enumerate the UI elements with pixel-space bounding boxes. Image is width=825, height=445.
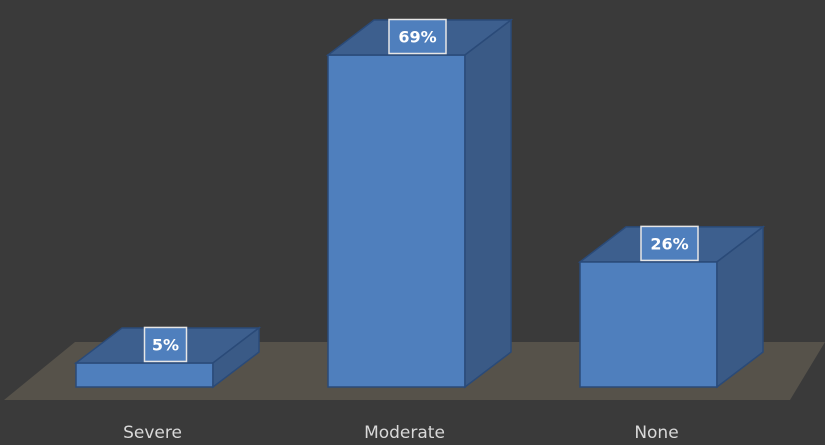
bar-front-severe [75, 362, 214, 388]
category-label-none: None [634, 423, 678, 443]
category-axis-labels: Severe Moderate None [123, 423, 679, 443]
data-label-severe: 5% [143, 326, 188, 363]
bar-side-none [716, 225, 764, 389]
data-label-text: 5% [152, 335, 179, 354]
data-label-box [143, 326, 188, 363]
bar-severe: 5% [73, 326, 262, 389]
bar-front-moderate [327, 54, 466, 388]
data-label-box [388, 18, 447, 55]
bar-series: 5% 69% 26% [73, 18, 766, 389]
category-label-moderate: Moderate [364, 423, 445, 443]
bar-front-none [579, 261, 718, 388]
data-label-none: 26% [640, 225, 699, 262]
bar-side-severe [212, 326, 260, 389]
data-label-moderate: 69% [388, 18, 447, 55]
bar-moderate: 69% [325, 18, 514, 389]
bar-side-moderate [464, 18, 512, 389]
category-label-severe: Severe [123, 423, 182, 443]
bar-none: 26% [577, 225, 766, 389]
data-label-text: 69% [398, 28, 436, 47]
data-label-box [640, 225, 699, 262]
data-label-text: 26% [650, 234, 688, 253]
